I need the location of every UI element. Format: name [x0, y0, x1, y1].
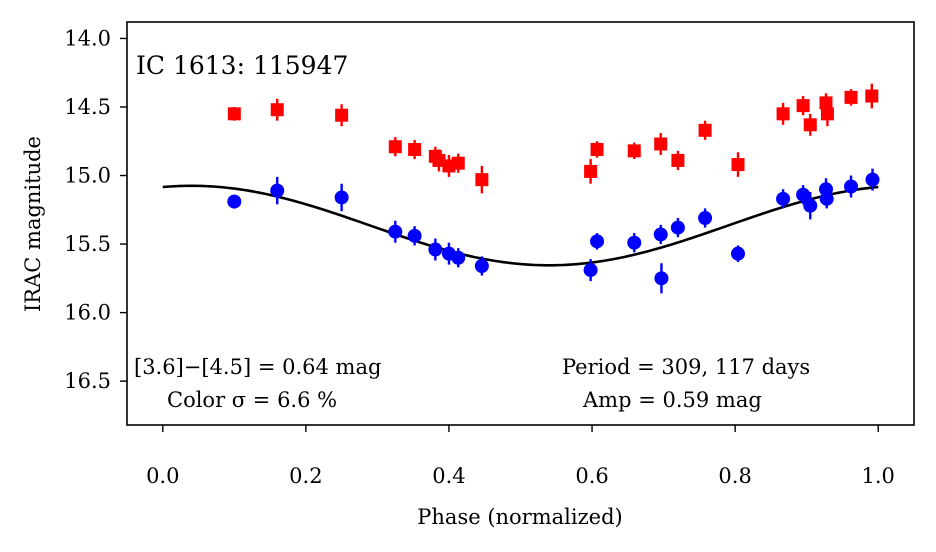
data-point-45: [803, 198, 818, 213]
series-45-layer: [227, 168, 880, 294]
y-axis: 14.0 14.5 15.0 15.5 16.0 16.5: [64, 26, 127, 393]
data-point-45: [654, 271, 669, 286]
data-point-45: [865, 172, 880, 187]
data-point-45: [627, 235, 642, 250]
data-point-36: [388, 140, 402, 154]
y-tick-label: 15.0: [64, 164, 111, 188]
data-point-36: [627, 144, 641, 158]
x-axis: 0.0 0.2 0.4 0.6 0.8 1.0: [146, 425, 895, 488]
data-point-36: [270, 103, 284, 117]
data-point-45: [583, 263, 598, 278]
color-sigma-annotation: Color σ = 6.6 %: [167, 388, 337, 412]
data-point-36: [820, 107, 834, 121]
x-tick-label: 0.0: [146, 464, 179, 488]
data-point-45: [819, 191, 834, 206]
x-tick-label: 0.4: [432, 464, 465, 488]
data-point-36: [803, 118, 817, 132]
data-point-36: [590, 142, 604, 156]
chart-title: IC 1613: 115947: [136, 51, 348, 80]
data-point-45: [474, 258, 489, 273]
data-point-45: [698, 211, 713, 226]
data-point-45: [428, 242, 443, 257]
data-point-36: [731, 158, 745, 172]
data-point-45: [334, 190, 349, 205]
data-point-45: [451, 250, 466, 265]
y-tick-label: 14.0: [64, 26, 111, 50]
data-point-45: [227, 194, 242, 209]
period-annotation: Period = 309, 117 days: [562, 355, 810, 379]
data-point-36: [819, 96, 833, 110]
data-point-45: [590, 234, 605, 249]
color-difference-annotation: [3.6]−[4.5] = 0.64 mag: [134, 355, 381, 379]
x-tick-label: 0.2: [289, 464, 322, 488]
x-axis-title: Phase (normalized): [417, 505, 622, 529]
data-point-45: [407, 228, 422, 243]
data-point-45: [270, 183, 285, 198]
data-point-36: [432, 153, 446, 167]
y-tick-label: 16.0: [64, 301, 111, 325]
data-point-36: [671, 153, 685, 167]
data-point-36: [408, 142, 422, 156]
y-tick-label: 15.5: [64, 232, 111, 256]
data-point-36: [451, 156, 465, 170]
data-point-45: [730, 246, 745, 261]
y-tick-label: 16.5: [64, 369, 111, 393]
data-point-36: [227, 107, 241, 121]
data-point-45: [653, 227, 668, 242]
plot-frame: [126, 21, 915, 426]
data-point-45: [388, 224, 403, 239]
data-point-36: [584, 164, 598, 178]
data-point-36: [844, 90, 858, 104]
data-point-45: [796, 187, 811, 202]
x-tick-label: 1.0: [862, 464, 895, 488]
data-point-36: [654, 137, 668, 151]
plot-area: [126, 21, 915, 426]
amplitude-annotation: Amp = 0.59 mag: [582, 388, 762, 412]
fit-curve-line: [162, 184, 879, 267]
x-tick-label: 0.8: [718, 464, 751, 488]
data-point-36: [776, 107, 790, 121]
y-tick-label: 14.5: [64, 95, 111, 119]
fit-curve-layer: [162, 184, 879, 267]
data-point-45: [670, 220, 685, 235]
y-axis-title: IRAC magnitude: [21, 136, 45, 312]
data-point-36: [335, 108, 349, 122]
data-point-45: [776, 191, 791, 206]
x-tick-label: 0.6: [575, 464, 608, 488]
data-point-45: [844, 179, 859, 194]
data-point-36: [796, 99, 810, 113]
data-point-36: [475, 173, 489, 187]
series-36-layer: [227, 83, 879, 194]
data-point-36: [865, 89, 879, 103]
data-point-36: [698, 123, 712, 137]
